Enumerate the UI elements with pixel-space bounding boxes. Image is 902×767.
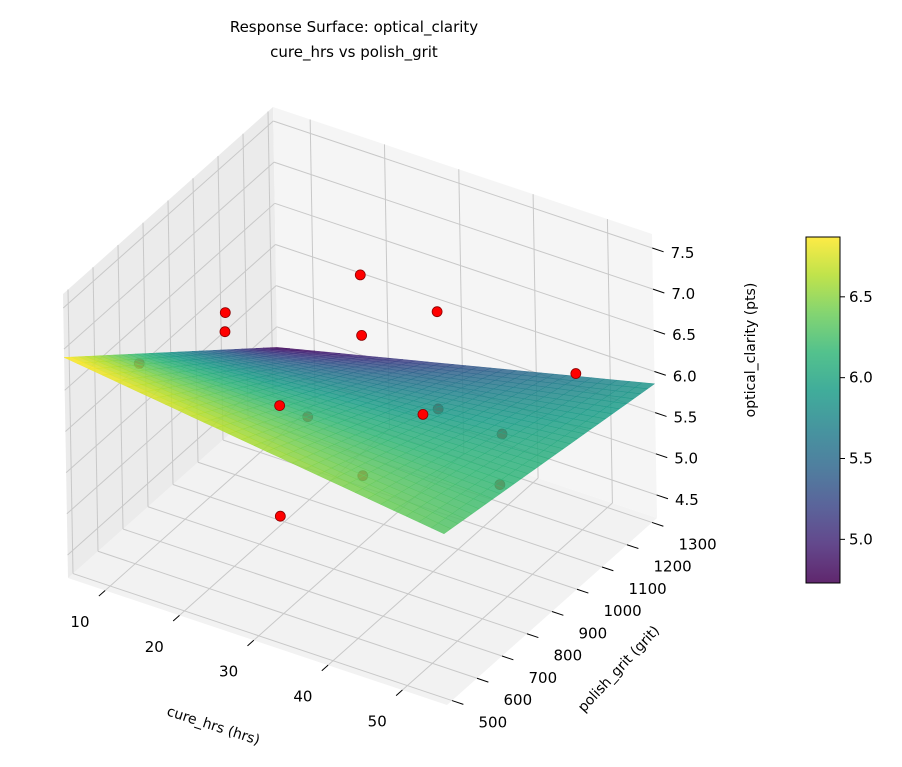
data-point (274, 400, 286, 411)
x-tick (321, 664, 329, 672)
z-tick (653, 329, 666, 335)
colorbar-tick-label: 6.0 (849, 369, 873, 387)
data-point (274, 510, 286, 522)
gridline-z (62, 120, 274, 309)
z-tick-label: 6.5 (672, 326, 696, 344)
z-tick (656, 494, 669, 500)
z-tick-label: 6.0 (673, 367, 697, 385)
colorbar-tick-label: 6.5 (849, 288, 873, 306)
z-tick (654, 412, 667, 417)
gridline-z (274, 202, 654, 331)
colorbar-gradient (805, 236, 841, 584)
y-tick (551, 611, 564, 616)
data-point (570, 368, 582, 379)
colorbar-tick-label: 5.5 (849, 450, 873, 468)
gridline-y (197, 461, 578, 590)
gridline-y (147, 506, 528, 635)
y-tick (526, 633, 539, 639)
surface-facet (430, 522, 452, 535)
y-tick (651, 521, 664, 527)
y-tick-label: 800 (554, 647, 583, 665)
response-surface (63, 347, 656, 535)
z-tick-label: 7.5 (671, 244, 695, 262)
data-point (219, 326, 231, 338)
gridline-y (92, 267, 99, 552)
gridline-y (117, 245, 124, 530)
y-tick (476, 677, 489, 683)
y-tick-label: 1100 (629, 580, 667, 598)
y-tick (451, 700, 464, 705)
x-tick-label: 50 (368, 712, 387, 730)
y-tick-label: 600 (504, 691, 533, 709)
z-tick-label: 5.5 (674, 408, 698, 426)
gridline-y (167, 200, 174, 485)
gridline-z (65, 244, 276, 432)
z-tick (652, 247, 664, 253)
z-tick (655, 453, 668, 459)
gridline-z (273, 120, 653, 249)
axis-ticks: 10 20 30 40 50 500 600 700 800 900 1000 1100 1200 130… (70, 244, 716, 732)
z-tick (654, 370, 666, 376)
y-tick-label: 1200 (654, 558, 692, 576)
data-point (219, 307, 231, 319)
x-tick-label: 10 (70, 613, 89, 631)
gridline-y (72, 573, 453, 702)
x-tick (98, 590, 106, 597)
data-point (356, 329, 368, 341)
gridline-z (63, 161, 275, 350)
y-tick-label: 900 (579, 624, 608, 642)
x-tick-label: 30 (219, 663, 238, 681)
gridline-x (606, 219, 613, 504)
x-axis-label: cure_hrs (hrs) (165, 704, 262, 749)
chart-subtitle: cure_hrs vs polish_grit (270, 43, 438, 62)
gridline-y (67, 289, 74, 574)
gridline-z (273, 161, 654, 290)
y-tick (601, 566, 614, 572)
z-axis-label: optical_clarity (pts) (743, 283, 759, 418)
points-in-front (219, 269, 582, 420)
gridline-y (97, 550, 478, 679)
y-tick-label: 1300 (679, 535, 717, 553)
colorbar: 5.0 5.5 6.0 6.5 (805, 236, 873, 584)
z-tick (652, 288, 665, 294)
gridline-z (275, 243, 655, 372)
chart-title: Response Surface: optical_clarity (230, 18, 478, 37)
z-tick-label: 4.5 (675, 491, 699, 509)
colorbar-tick-label: 5.0 (849, 530, 873, 548)
x-tick-label: 40 (293, 688, 312, 706)
y-tick (626, 544, 639, 549)
y-tick-label: 500 (479, 713, 508, 731)
data-point (354, 269, 366, 281)
data-point (417, 409, 429, 420)
x-tick (247, 639, 255, 647)
data-point (431, 306, 443, 318)
y-tick-label: 700 (529, 669, 558, 687)
gridline-y (122, 528, 503, 657)
y-tick-label: 1000 (604, 602, 642, 620)
y-tick (576, 588, 589, 594)
x-tick (172, 614, 180, 622)
y-tick (501, 655, 514, 661)
x-tick (395, 689, 403, 697)
z-tick-label: 5.0 (674, 450, 698, 468)
z-tick-label: 7.0 (671, 285, 695, 303)
x-tick-label: 20 (145, 638, 164, 656)
gridline-y (172, 484, 553, 612)
